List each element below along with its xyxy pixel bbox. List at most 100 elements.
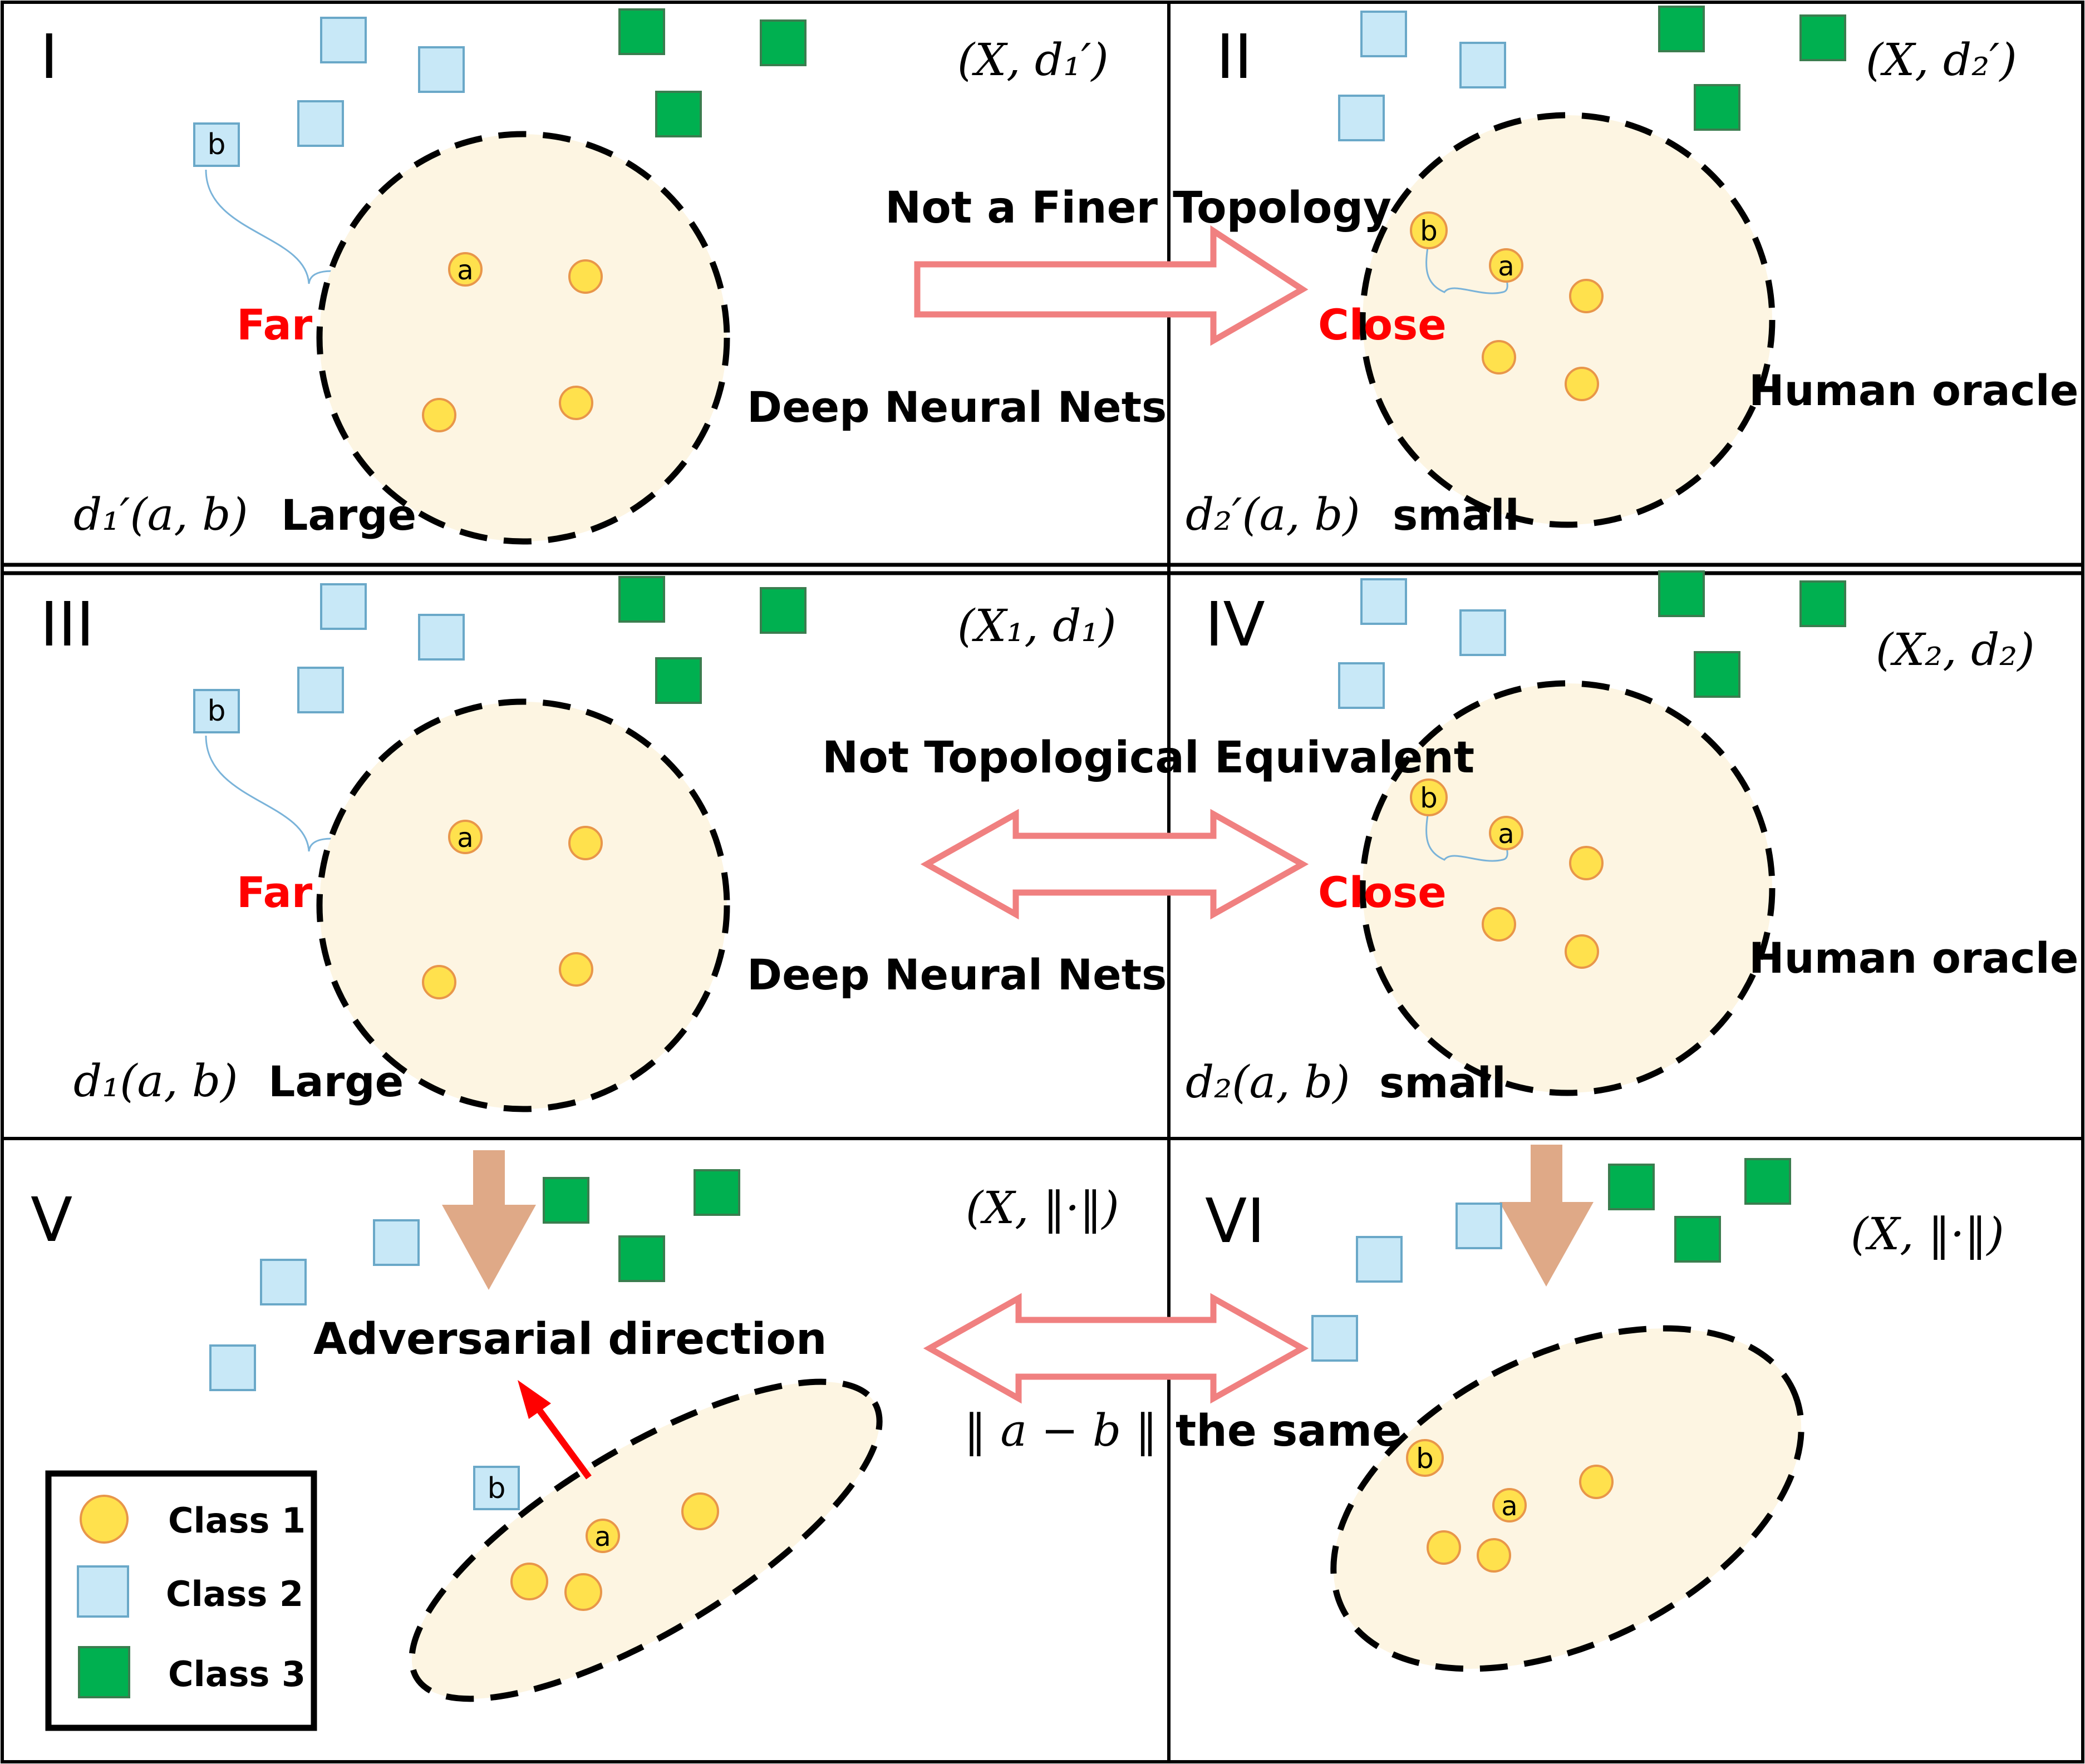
- panel-ii: II (X, d₂′) b a Close Human oracle: [1186, 6, 2078, 540]
- point-b: b: [193, 689, 240, 733]
- model-label: Deep Neural Nets: [747, 950, 1167, 999]
- svg-text:b: b: [1420, 215, 1438, 247]
- distance-measure: d₂(a, b): [1186, 1056, 1350, 1108]
- class3-squares: [1658, 570, 1846, 698]
- distance-measure: d₂′(a, b): [1186, 489, 1360, 540]
- finer-topology-label: Not a Finer Topology: [885, 183, 1391, 233]
- point-a: a: [586, 1519, 620, 1553]
- panel-iii-numeral: III: [40, 589, 94, 660]
- close-label: Close: [1318, 300, 1447, 349]
- panel-v: V (X, ‖·‖) Adversarial direction b: [31, 1169, 1119, 1702]
- class3-squares: [1608, 1158, 1791, 1263]
- class3-squares: [543, 1169, 740, 1282]
- panel-v-space-label: (X, ‖·‖): [966, 1182, 1119, 1234]
- svg-text:a: a: [457, 822, 473, 854]
- class3-squares: [1658, 6, 1846, 131]
- point-a: a: [1489, 248, 1523, 283]
- class2-squares: [1338, 578, 1506, 709]
- svg-text:b: b: [1416, 1442, 1434, 1475]
- panel-vi-numeral: VI: [1205, 1185, 1265, 1257]
- double-arrow: [920, 809, 1309, 920]
- distance-size: Large: [281, 490, 416, 540]
- distance-size: small: [1379, 1058, 1506, 1107]
- svg-text:b: b: [207, 128, 225, 161]
- svg-text:b: b: [1420, 782, 1438, 814]
- model-label: Human oracle: [1749, 933, 2078, 983]
- model-label: Deep Neural Nets: [747, 382, 1167, 432]
- panel-i-numeral: I: [40, 21, 58, 92]
- close-leader-line: [1425, 815, 1508, 862]
- norm-same-label: the same: [1176, 1406, 1402, 1456]
- legend: Class 1 Class 2 Class 3: [45, 1470, 317, 1731]
- right-arrow: [914, 225, 1309, 346]
- panel-ii-space-label: (X, d₂′): [1866, 34, 2017, 86]
- class3-squares: [618, 576, 807, 704]
- point-a: a: [448, 252, 483, 287]
- adversarial-arrow: [518, 1380, 592, 1480]
- panel-vi-space-label: (X, ‖·‖): [1851, 1208, 2004, 1260]
- legend-class3-swatch: [78, 1646, 130, 1698]
- legend-class2-label: Class 2: [166, 1574, 303, 1614]
- point-b: b: [1410, 211, 1448, 249]
- panel-vi: VI (X, ‖·‖) b a: [1205, 1158, 2004, 1672]
- far-label: Far: [237, 300, 313, 349]
- point-b: b: [1410, 778, 1448, 816]
- distance-measure: d₁(a, b): [73, 1055, 238, 1107]
- distribution-region: [316, 131, 730, 545]
- class2-squares: [297, 17, 465, 147]
- point-b: b: [473, 1466, 520, 1510]
- distribution-region: [1359, 680, 1776, 1096]
- distribution-region: [1330, 1325, 1804, 1672]
- panel-iv: IV (X₂, d₂) b a Close Human oracle: [1186, 570, 2078, 1108]
- row2-relation: Not Topological Equivalent: [822, 733, 1474, 920]
- row1-relation: Not a Finer Topology: [885, 183, 1391, 346]
- topological-equivalence-label: Not Topological Equivalent: [822, 733, 1474, 783]
- svg-text:a: a: [594, 1521, 611, 1553]
- svg-text:b: b: [207, 694, 225, 728]
- class2-squares: [297, 583, 465, 713]
- point-a: a: [448, 820, 483, 854]
- panel-i: I (X, d₁′) b a Far Deep Neural Nets: [40, 8, 1167, 545]
- close-leader-line: [1425, 247, 1508, 294]
- distance-size: small: [1393, 490, 1520, 540]
- svg-text:a: a: [457, 255, 473, 286]
- legend-class3-label: Class 3: [168, 1654, 306, 1694]
- close-label: Close: [1318, 868, 1447, 917]
- svg-text:a: a: [1501, 1491, 1517, 1522]
- down-arrow-left: [442, 1150, 536, 1290]
- model-label: Human oracle: [1749, 366, 2078, 415]
- panel-ii-numeral: II: [1216, 21, 1252, 92]
- panel-iv-numeral: IV: [1205, 589, 1265, 660]
- panel-v-numeral: V: [31, 1184, 72, 1255]
- svg-text:a: a: [1498, 251, 1514, 282]
- legend-class1-swatch: [80, 1495, 129, 1544]
- distribution-region: [409, 1378, 883, 1702]
- far-label: Far: [237, 868, 313, 917]
- panel-iii-space-label: (X₁, d₁): [957, 600, 1117, 652]
- svg-text:b: b: [487, 1472, 505, 1505]
- legend-class2-swatch: [77, 1565, 129, 1618]
- point-a: a: [1489, 816, 1523, 850]
- point-b: b: [1406, 1439, 1444, 1477]
- down-arrow-right: [1499, 1145, 1594, 1287]
- point-b: b: [193, 122, 240, 167]
- adversarial-direction-label: Adversarial direction: [313, 1314, 827, 1364]
- distribution-region: [316, 698, 730, 1112]
- distribution-region: [1359, 112, 1776, 528]
- distance-measure: d₁′(a, b): [73, 489, 248, 540]
- row3-relation: ‖ a − b ‖ the same: [923, 1293, 1402, 1456]
- panel-i-space-label: (X, d₁′): [957, 34, 1109, 86]
- class3-squares: [618, 8, 807, 137]
- panel-iv-space-label: (X₂, d₂): [1876, 624, 2035, 676]
- class2-squares: [209, 1219, 420, 1391]
- class2-squares: [1311, 1203, 1502, 1362]
- double-arrow: [923, 1293, 1309, 1404]
- point-a: a: [1492, 1488, 1527, 1522]
- svg-text:a: a: [1498, 819, 1514, 850]
- panel-iii: III (X₁, d₁) b a Far Deep Neural Nets: [40, 576, 1167, 1112]
- distance-size: Large: [268, 1057, 404, 1106]
- norm-expression: ‖ a − b ‖: [964, 1405, 1158, 1456]
- class2-squares: [1338, 11, 1506, 141]
